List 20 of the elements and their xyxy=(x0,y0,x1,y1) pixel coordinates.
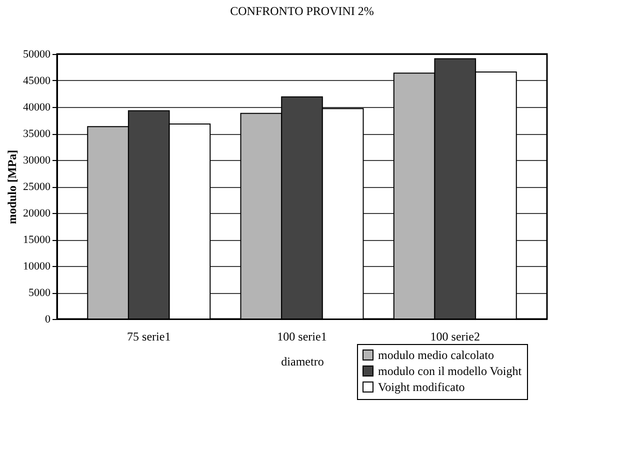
y-tick-label: 10000 xyxy=(23,260,51,272)
x-tick-label: 100 serie2 xyxy=(430,330,480,344)
legend-label: modulo con il modello Voight xyxy=(378,364,522,378)
x-tick-label: 100 serie1 xyxy=(277,330,327,344)
y-tick-label: 15000 xyxy=(23,234,51,246)
legend-label: modulo medio calcolato xyxy=(378,348,494,362)
chart-title: CONFRONTO PROVINI 2% xyxy=(230,4,374,18)
y-tick-label: 0 xyxy=(45,314,51,326)
y-tick-label: 30000 xyxy=(23,154,51,166)
y-tick-label: 35000 xyxy=(23,128,51,140)
y-tick-label: 25000 xyxy=(23,181,51,193)
y-tick-label: 50000 xyxy=(23,48,51,60)
x-tick-label: 75 serie1 xyxy=(127,330,171,344)
y-tick-label: 5000 xyxy=(28,287,51,299)
y-tick-label: 40000 xyxy=(23,102,51,114)
y-axis-title: modulo [MPa] xyxy=(5,150,19,224)
x-axis-title: diametro xyxy=(281,354,324,368)
y-tick-label: 45000 xyxy=(23,75,51,87)
legend-label: Voight modificato xyxy=(378,380,465,394)
y-tick-label: 20000 xyxy=(23,208,51,220)
